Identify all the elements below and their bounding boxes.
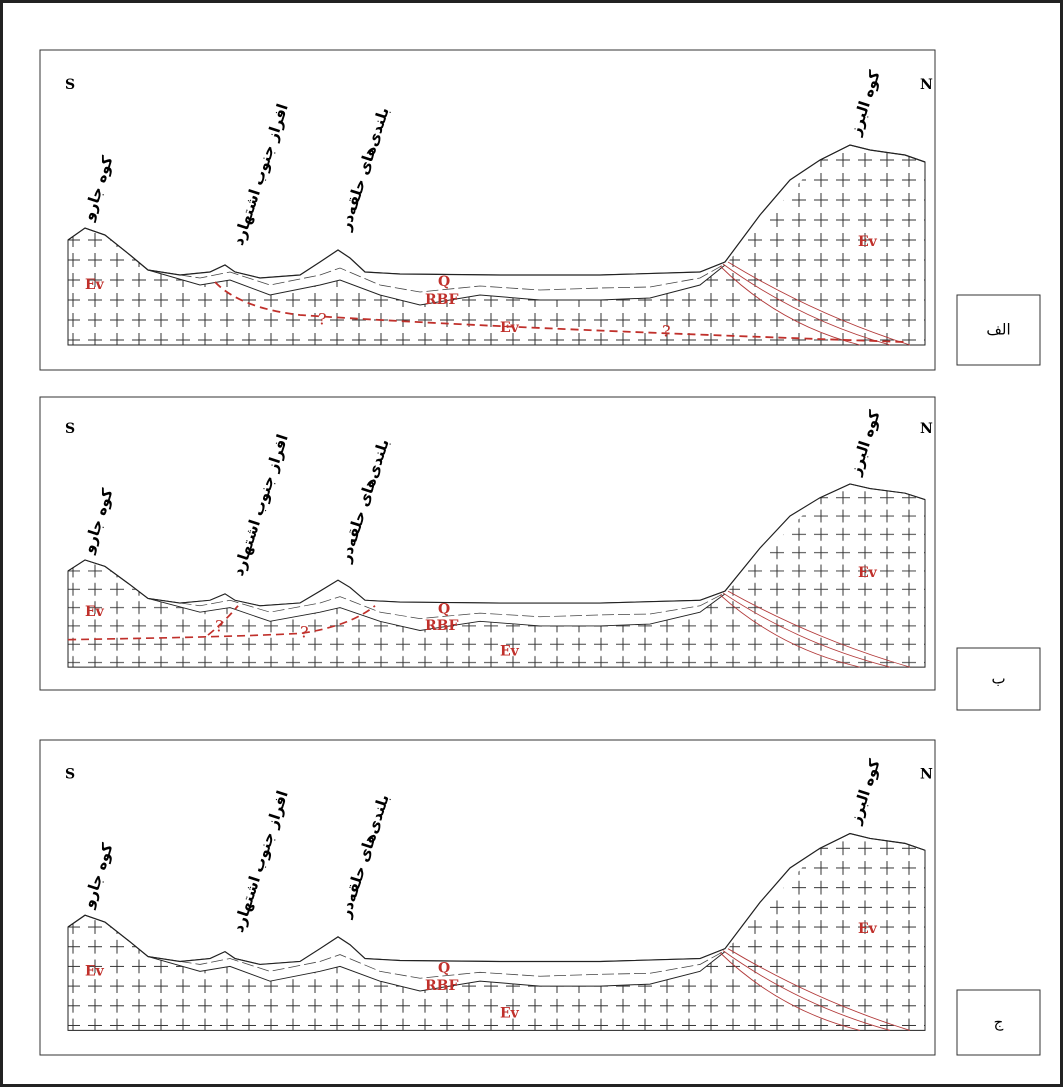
panel-label: ب (991, 670, 1005, 688)
unit-label: Q (438, 601, 450, 617)
profile (68, 145, 925, 345)
question-mark: ? (318, 310, 327, 329)
cross-section: S N کوه جارو افراز جنوب اشتهارد بلندی‌های حل… (40, 397, 935, 690)
place-name: افراز جنوب اشتهارد (229, 788, 292, 934)
unit-label: RBF (425, 978, 458, 994)
place-name: کوه البرز (846, 757, 884, 828)
panel-label: ج (994, 1013, 1004, 1032)
place-name: کوه جارو (79, 486, 117, 556)
south-label: S (65, 421, 75, 437)
unit-label: Ev (500, 644, 520, 660)
unit-label: Ev (858, 921, 878, 937)
unit-label: Ev (500, 320, 520, 336)
south-label: S (65, 77, 75, 93)
panel-label: الف (986, 321, 1010, 339)
unit-label: Q (438, 960, 450, 976)
place-name: بلندی‌های حلقه‌در (336, 792, 393, 921)
unit-label: Ev (858, 234, 878, 250)
unit-label: Q (438, 274, 450, 290)
cross-section: S N کوه جارو افراز جنوب اشتهارد بلندی‌های حل… (40, 50, 935, 370)
unit-label: Ev (85, 604, 105, 620)
question-mark: ? (662, 322, 671, 341)
place-name: افراز جنوب اشتهارد (229, 101, 292, 247)
unit-label: Ev (500, 1006, 520, 1022)
unit-label: RBF (425, 618, 458, 634)
south-label: S (65, 766, 75, 782)
figure: S N کوه جارو افراز جنوب اشتهارد بلندی‌های حل… (0, 0, 1063, 1087)
place-name: کوه جارو (79, 841, 117, 911)
place-name: کوه البرز (846, 408, 884, 479)
unit-label: Ev (858, 565, 878, 581)
north-label: N (920, 421, 933, 437)
unit-label: Ev (85, 963, 105, 979)
place-name: کوه البرز (846, 68, 884, 139)
place-name: بلندی‌های حلقه‌در (336, 437, 393, 566)
north-label: N (920, 77, 933, 93)
question-mark: ? (300, 623, 309, 642)
profile (68, 484, 925, 667)
question-mark: ? (215, 616, 224, 635)
unit-label: Ev (85, 277, 105, 293)
profile (68, 834, 925, 1031)
place-name: کوه جارو (79, 153, 117, 223)
cross-section: S N کوه جارو افراز جنوب اشتهارد بلندی‌های حل… (40, 740, 935, 1055)
north-label: N (920, 766, 933, 782)
unit-label: RBF (425, 292, 458, 308)
place-name: افراز جنوب اشتهارد (229, 432, 292, 578)
place-name: بلندی‌های حلقه‌در (336, 105, 393, 234)
